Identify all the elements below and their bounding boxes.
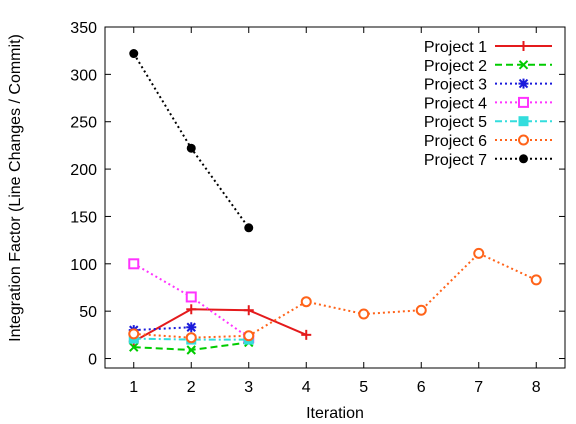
legend-marker xyxy=(518,41,529,51)
data-point xyxy=(243,330,255,342)
x-tick-label: 7 xyxy=(474,379,483,396)
y-tick-label: 250 xyxy=(70,115,97,132)
series-project-7 xyxy=(129,49,254,233)
legend-label: Project 4 xyxy=(424,95,487,112)
x-tick-label: 1 xyxy=(129,379,138,396)
x-tick-label: 4 xyxy=(302,379,311,396)
legend-label: Project 6 xyxy=(424,133,487,150)
data-point xyxy=(244,223,254,233)
legend-marker xyxy=(518,78,529,89)
axes: 0 50 100 150 200 250 300 350 1 2 3 4 5 6 7 8 xyxy=(70,20,565,396)
data-point xyxy=(473,247,485,259)
data-point xyxy=(128,258,140,270)
data-point xyxy=(300,296,312,308)
legend-item: Project 2 xyxy=(424,58,552,75)
legend-item: Project 1 xyxy=(424,39,552,56)
legend-item: Project 4 xyxy=(424,95,552,112)
series-line xyxy=(132,53,250,229)
legend-item: Project 7 xyxy=(424,152,552,169)
legend-label: Project 2 xyxy=(424,58,487,75)
legend-label: Project 7 xyxy=(424,152,487,169)
series-line xyxy=(133,252,537,339)
y-tick-label: 150 xyxy=(70,209,97,226)
y-tick-label: 100 xyxy=(70,257,97,274)
data-point xyxy=(186,304,197,315)
legend-marker xyxy=(518,96,529,108)
y-tick-label: 50 xyxy=(79,304,97,321)
series-line xyxy=(133,326,192,332)
legend-marker xyxy=(519,154,528,164)
x-axis-label: Iteration xyxy=(306,405,364,422)
series-project-1 xyxy=(128,304,312,347)
series-layer xyxy=(128,49,542,355)
data-point xyxy=(185,332,197,344)
data-point xyxy=(128,328,140,340)
legend-item: Project 6 xyxy=(424,133,552,150)
data-point xyxy=(530,274,542,286)
data-point xyxy=(301,329,312,340)
legend-item: Project 3 xyxy=(424,77,552,94)
legend-marker xyxy=(518,116,529,127)
data-point xyxy=(415,304,427,316)
y-tick-label: 300 xyxy=(70,67,97,84)
plot-frame xyxy=(104,26,566,369)
x-tick-label: 3 xyxy=(244,379,253,396)
y-tick-label: 350 xyxy=(70,20,97,37)
legend-marker xyxy=(518,134,529,146)
y-tick-label: 0 xyxy=(88,352,97,369)
y-axis-label: Integration Factor (Line Changes / Commi… xyxy=(7,34,24,342)
data-point xyxy=(243,305,254,316)
legend-marker xyxy=(518,60,529,70)
legend-label: Project 3 xyxy=(424,77,487,94)
legend-label: Project 1 xyxy=(424,39,487,56)
x-tick-label: 6 xyxy=(417,379,426,396)
data-point xyxy=(186,143,196,153)
data-point xyxy=(129,49,139,59)
data-point xyxy=(358,308,370,320)
series-line xyxy=(133,337,249,341)
data-point xyxy=(185,291,197,303)
data-point xyxy=(129,342,139,352)
x-tick-label: 8 xyxy=(532,379,541,396)
x-tick-label: 5 xyxy=(359,379,368,396)
legend-label: Project 5 xyxy=(424,114,487,131)
x-tick-label: 2 xyxy=(187,379,196,396)
data-point xyxy=(186,322,197,333)
data-point xyxy=(186,345,196,355)
legend-item: Project 5 xyxy=(424,114,552,131)
y-tick-label: 200 xyxy=(70,162,97,179)
series-line xyxy=(133,308,307,343)
series-project-6 xyxy=(128,247,542,344)
